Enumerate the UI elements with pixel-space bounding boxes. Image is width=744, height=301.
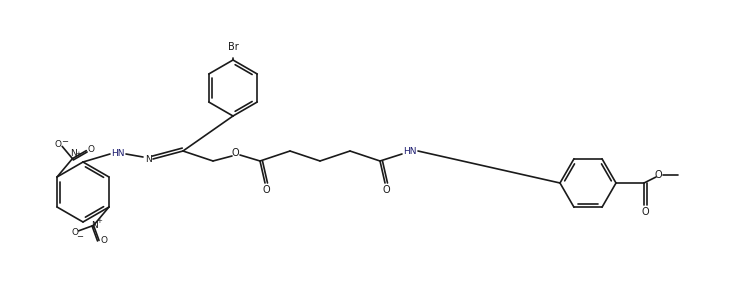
Text: O: O [641, 207, 649, 217]
Text: O: O [100, 236, 108, 245]
Text: N: N [70, 149, 77, 158]
Text: Br: Br [228, 42, 238, 52]
Text: O: O [88, 145, 94, 154]
Text: O: O [71, 228, 78, 237]
Text: O: O [231, 148, 239, 158]
Text: N: N [144, 154, 151, 163]
Text: HN: HN [403, 147, 417, 156]
Text: N: N [92, 221, 98, 230]
Text: O: O [382, 185, 390, 195]
Text: O: O [262, 185, 270, 195]
Text: +: + [97, 219, 103, 224]
Text: HN: HN [112, 148, 125, 157]
Text: O: O [54, 140, 62, 149]
Text: +: + [75, 150, 81, 157]
Text: O: O [654, 170, 662, 180]
Text: −: − [61, 137, 68, 146]
Text: −: − [76, 232, 83, 241]
